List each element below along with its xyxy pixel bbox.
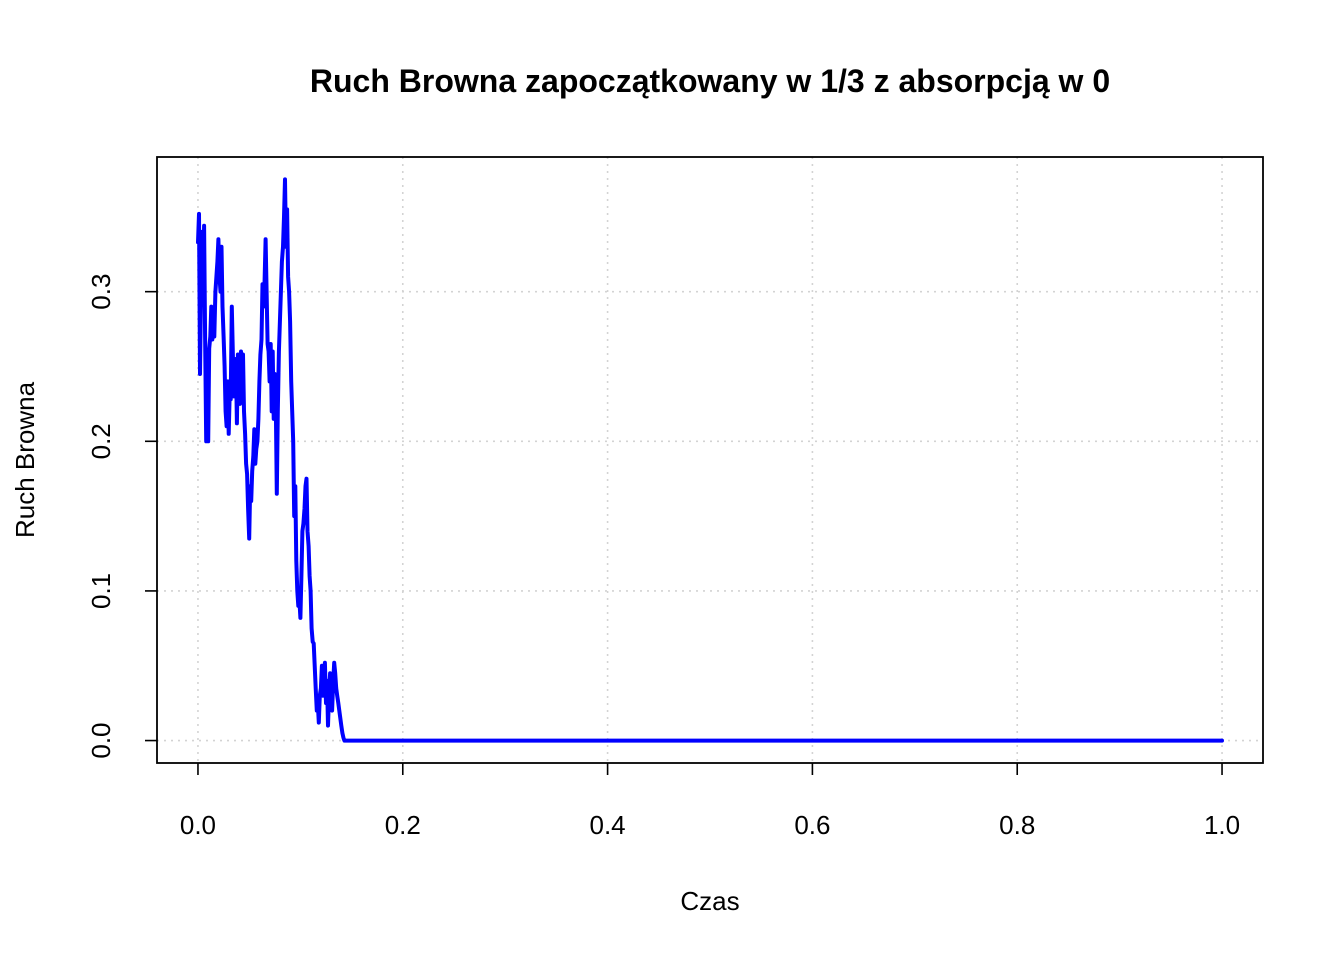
x-tick-label: 0.6 bbox=[794, 810, 830, 840]
chart-title: Ruch Browna zapoczątkowany w 1/3 z absor… bbox=[310, 63, 1110, 99]
x-axis: 0.0 0.2 0.4 0.6 0.8 1.0 bbox=[180, 763, 1240, 840]
y-axis-label: Ruch Browna bbox=[10, 381, 40, 538]
x-tick-label: 1.0 bbox=[1204, 810, 1240, 840]
series-line bbox=[196, 177, 1224, 743]
x-tick-label: 0.0 bbox=[180, 810, 216, 840]
y-axis: 0.0 0.1 0.2 0.3 bbox=[86, 274, 157, 759]
y-tick-label: 0.3 bbox=[86, 274, 116, 310]
x-tick-label: 0.2 bbox=[385, 810, 421, 840]
y-tick-label: 0.1 bbox=[86, 573, 116, 609]
y-tick-label: 0.0 bbox=[86, 722, 116, 758]
x-tick-label: 0.8 bbox=[999, 810, 1035, 840]
x-axis-label: Czas bbox=[680, 886, 739, 916]
y-tick-label: 0.2 bbox=[86, 423, 116, 459]
x-tick-label: 0.4 bbox=[590, 810, 626, 840]
series-layer bbox=[196, 177, 1224, 743]
plot-frame bbox=[156, 156, 1264, 764]
